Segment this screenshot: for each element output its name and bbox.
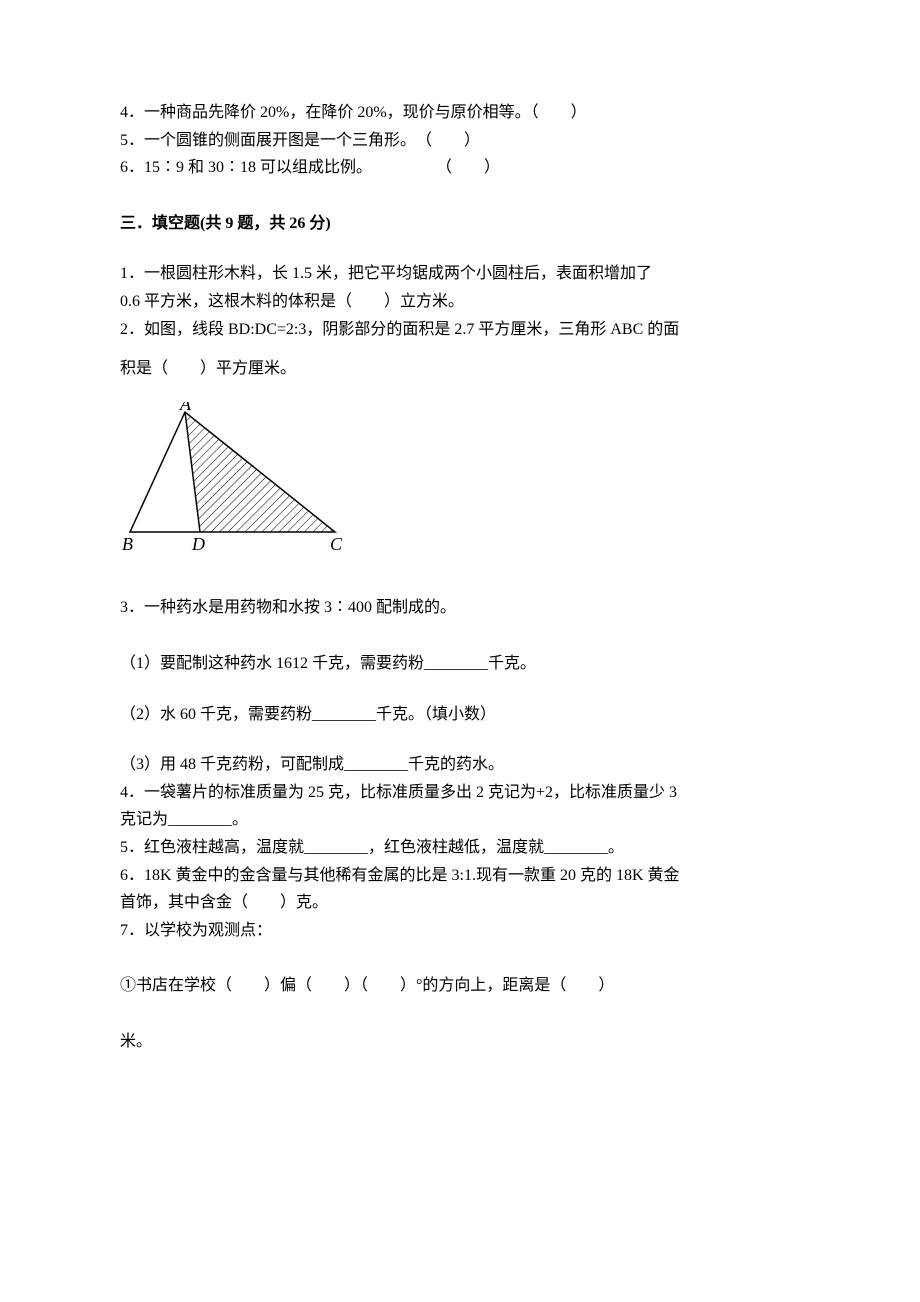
fill-q4-line1: 4．一袋薯片的标准质量为 25 克，比标准质量多出 2 克记为+2，比标准质量少… bbox=[120, 780, 800, 806]
judgment-q5: 5．一个圆锥的侧面展开图是一个三角形。 （ ） bbox=[120, 128, 800, 154]
fill-q3-sub2: （2）水 60 千克，需要药粉________千克。（填小数） bbox=[120, 702, 800, 728]
fill-q4-line2: 克记为________。 bbox=[120, 807, 800, 833]
fill-q7-line1: 7．以学校为观测点： bbox=[120, 918, 800, 944]
fill-q2-line1: 2．如图，线段 BD:DC=2:3，阴影部分的面积是 2.7 平方厘米，三角形 … bbox=[120, 317, 800, 343]
judgment-q6: 6．15∶9 和 30∶18 可以组成比例。 （ ） bbox=[120, 155, 800, 181]
fill-q3-sub1: （1）要配制这种药水 1612 千克，需要药粉________千克。 bbox=[120, 651, 800, 677]
fill-q1-line1: 1．一根圆柱形木料，长 1.5 米，把它平均锯成两个小圆柱后，表面积增加了 bbox=[120, 261, 800, 287]
triangle-figure: A B D C bbox=[120, 402, 800, 566]
fill-q5: 5．红色液柱越高，温度就________，红色液柱越低，温度就________。 bbox=[120, 835, 800, 861]
judgment-q4: 4．一种商品先降价 20%，在降价 20%，现价与原价相等。（ ） bbox=[120, 100, 800, 126]
fill-q3-sub3: （3）用 48 千克药粉，可配制成________千克的药水。 bbox=[120, 752, 800, 778]
fill-q7-sub2: 米。 bbox=[120, 1029, 800, 1055]
document-page: 4．一种商品先降价 20%，在降价 20%，现价与原价相等。（ ） 5．一个圆锥… bbox=[0, 0, 920, 1302]
fill-q3-line1: 3．一种药水是用药物和水按 3∶400 配制成的。 bbox=[120, 595, 800, 621]
fill-q6-line1: 6．18K 黄金中的金含量与其他稀有金属的比是 3:1.现有一款重 20 克的 … bbox=[120, 863, 800, 889]
label-a: A bbox=[179, 402, 192, 414]
fill-q7-sub1: ①书店在学校（ ）偏（ ）（ ）°的方向上，距离是（ ） bbox=[120, 973, 800, 999]
section-3-title: 三．填空题(共 9 题，共 26 分) bbox=[120, 211, 800, 237]
fill-q2-line2: 积是（ ）平方厘米。 bbox=[120, 356, 800, 382]
label-d: D bbox=[191, 534, 205, 554]
fill-q1-line2: 0.6 平方米，这根木料的体积是（ ）立方米。 bbox=[120, 289, 800, 315]
fill-q6-line2: 首饰，其中含金（ ）克。 bbox=[120, 890, 800, 916]
label-c: C bbox=[330, 534, 343, 554]
label-b: B bbox=[122, 534, 133, 554]
